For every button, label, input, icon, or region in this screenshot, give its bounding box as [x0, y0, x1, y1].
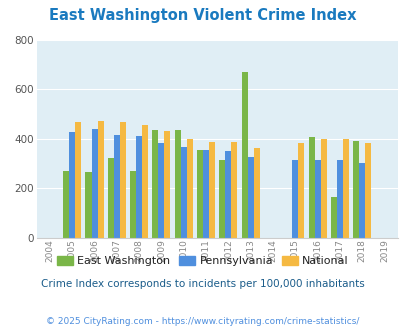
Bar [85, 172, 91, 238]
Bar [209, 142, 215, 238]
Bar [336, 160, 342, 238]
Bar [158, 143, 164, 238]
Bar [352, 141, 358, 238]
Bar [330, 197, 336, 238]
Bar [202, 150, 209, 238]
Bar [91, 129, 97, 238]
Bar [180, 147, 186, 238]
Bar [247, 157, 253, 238]
Bar [75, 122, 81, 238]
Bar [152, 130, 158, 238]
Bar [130, 171, 136, 238]
Bar [113, 135, 119, 238]
Bar [308, 137, 314, 238]
Bar [63, 171, 69, 238]
Bar [298, 143, 304, 238]
Bar [219, 160, 225, 238]
Bar [320, 139, 326, 238]
Text: East Washington Violent Crime Index: East Washington Violent Crime Index [49, 8, 356, 23]
Bar [314, 160, 320, 238]
Legend: East Washington, Pennsylvania, National: East Washington, Pennsylvania, National [53, 251, 352, 271]
Text: © 2025 CityRating.com - https://www.cityrating.com/crime-statistics/: © 2025 CityRating.com - https://www.city… [46, 317, 359, 326]
Bar [358, 163, 364, 238]
Bar [231, 142, 237, 238]
Bar [186, 139, 192, 238]
Bar [69, 132, 75, 238]
Bar [241, 72, 247, 238]
Bar [196, 150, 202, 238]
Bar [292, 160, 298, 238]
Text: Crime Index corresponds to incidents per 100,000 inhabitants: Crime Index corresponds to incidents per… [41, 279, 364, 289]
Bar [119, 122, 126, 238]
Bar [164, 131, 170, 238]
Bar [253, 148, 259, 238]
Bar [142, 125, 148, 238]
Bar [342, 139, 348, 238]
Bar [225, 151, 231, 238]
Bar [174, 130, 180, 238]
Bar [136, 136, 142, 238]
Bar [97, 120, 103, 238]
Bar [108, 158, 113, 238]
Bar [364, 143, 370, 238]
